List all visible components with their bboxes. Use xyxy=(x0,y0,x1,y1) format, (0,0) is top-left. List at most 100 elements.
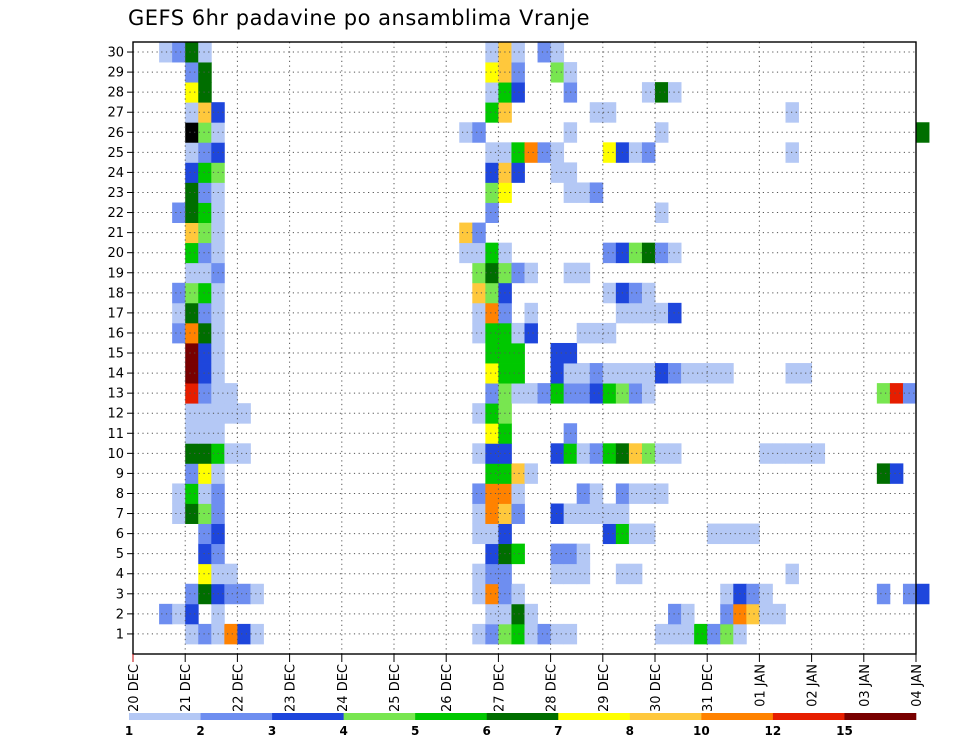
heatmap-cell xyxy=(602,383,617,404)
legend-swatch xyxy=(844,713,917,720)
heatmap-cell xyxy=(602,523,617,545)
heatmap-cell xyxy=(485,182,499,203)
heatmap-cell xyxy=(185,302,199,324)
heatmap-cell xyxy=(589,443,604,464)
heatmap-cell xyxy=(472,122,486,143)
heatmap-cell xyxy=(641,142,656,163)
legend-label: 8 xyxy=(626,724,634,738)
heatmap-cell xyxy=(198,62,212,83)
heatmap-cell xyxy=(655,623,669,645)
heatmap-cell xyxy=(628,142,643,163)
y-tick-label: 26 xyxy=(107,126,124,141)
heatmap-cell xyxy=(537,142,551,163)
legend-swatch xyxy=(343,713,416,720)
legend-swatch xyxy=(701,713,774,720)
heatmap-cell xyxy=(198,202,212,223)
heatmap-cell xyxy=(511,503,525,524)
heatmap-cell xyxy=(485,62,499,83)
heatmap-cell xyxy=(511,383,525,404)
y-tick-label: 14 xyxy=(107,367,124,382)
heatmap-cell xyxy=(224,403,238,424)
heatmap-cell xyxy=(524,142,538,163)
x-tick-label: 27 DEC xyxy=(492,664,507,712)
heatmap-cell xyxy=(772,443,786,464)
heatmap-cell xyxy=(172,322,186,344)
heatmap-cell xyxy=(550,623,565,645)
heatmap-cell xyxy=(472,282,486,304)
heatmap-cell xyxy=(198,82,212,103)
heatmap-cell xyxy=(511,543,525,565)
heatmap-cell xyxy=(159,42,173,63)
heatmap-cell xyxy=(485,503,499,524)
y-tick-label: 4 xyxy=(116,567,124,582)
x-tick-label: 29 DEC xyxy=(597,664,612,712)
heatmap-cell xyxy=(602,242,617,264)
heatmap-cell xyxy=(485,342,499,364)
heatmap-cell xyxy=(485,403,499,424)
heatmap-cell xyxy=(746,523,760,545)
heatmap-cell xyxy=(537,383,551,404)
legend-label: 7 xyxy=(554,724,562,738)
heatmap-cell xyxy=(198,182,212,203)
heatmap-cell xyxy=(772,603,786,625)
legend-label: 4 xyxy=(339,724,347,738)
heatmap-cell xyxy=(185,102,199,123)
y-tick-label: 9 xyxy=(116,467,124,482)
heatmap-cell xyxy=(550,42,565,63)
heatmap-cell xyxy=(172,302,186,324)
legend-label: 6 xyxy=(483,724,491,738)
heatmap-cell xyxy=(524,262,538,284)
legend-swatch xyxy=(200,713,273,720)
heatmap-cell xyxy=(589,483,604,504)
heatmap-cell xyxy=(916,122,930,143)
heatmap-cell xyxy=(198,463,212,484)
heatmap-cell xyxy=(485,603,499,625)
heatmap-cell xyxy=(472,403,486,424)
heatmap-cell xyxy=(628,563,643,585)
heatmap-cell xyxy=(589,503,604,524)
heatmap-cell xyxy=(550,142,565,163)
heatmap-cell xyxy=(472,302,486,324)
heatmap-cell xyxy=(485,423,499,444)
x-tick-label: 25 DEC xyxy=(388,664,403,712)
heatmap-cell xyxy=(237,443,251,464)
heatmap-cell xyxy=(198,42,212,63)
x-tick-label: 21 DEC xyxy=(179,664,194,712)
heatmap-cell xyxy=(524,383,538,404)
heatmap-cell xyxy=(707,523,721,545)
heatmap-cell xyxy=(550,503,565,524)
heatmap-cell xyxy=(198,162,212,183)
heatmap-cell xyxy=(668,242,682,264)
heatmap-cell xyxy=(511,142,525,163)
heatmap-cell xyxy=(485,142,499,163)
heatmap-cell xyxy=(720,363,734,384)
x-tick-label: 01 JAN xyxy=(753,664,768,707)
heatmap-cell xyxy=(472,322,486,344)
y-tick-label: 12 xyxy=(107,407,124,422)
heatmap-cell xyxy=(459,122,473,143)
heatmap-cell xyxy=(537,623,551,645)
heatmap-cell xyxy=(628,523,643,545)
heatmap-cell xyxy=(485,202,499,223)
heatmap-cell xyxy=(198,443,212,464)
heatmap-cell xyxy=(485,322,499,344)
heatmap-cell xyxy=(485,543,499,565)
heatmap-cell xyxy=(198,483,212,504)
heatmap-cell xyxy=(720,623,734,645)
heatmap-cell xyxy=(628,302,643,324)
y-tick-label: 30 xyxy=(107,46,124,61)
heatmap-cell xyxy=(876,383,891,404)
heatmap-cell xyxy=(576,322,591,344)
heatmap-cell xyxy=(485,302,499,324)
heatmap-cell xyxy=(485,623,499,645)
heatmap-cell xyxy=(641,302,656,324)
heatmap-cell xyxy=(198,423,212,444)
heatmap-cell xyxy=(159,603,173,625)
heatmap-cell xyxy=(224,563,238,585)
heatmap-cell xyxy=(524,302,538,324)
heatmap-cell xyxy=(576,483,591,504)
heatmap-cell xyxy=(198,383,212,404)
heatmap-cell xyxy=(185,342,199,364)
heatmap-cell xyxy=(589,383,604,404)
heatmap-cell xyxy=(185,623,199,645)
